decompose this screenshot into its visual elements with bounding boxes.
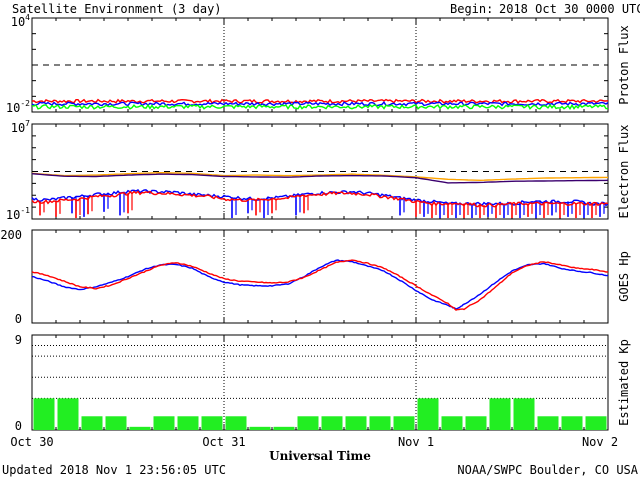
x-tick-label: Oct 30 <box>10 435 53 449</box>
kp-bar <box>57 398 79 430</box>
estimated-kp-panel: Estimated Kp 0 9 <box>15 333 631 433</box>
x-axis-label: Universal Time <box>269 449 371 463</box>
kp-bar <box>33 398 55 430</box>
y-tick-label: 0 <box>15 312 22 326</box>
kp-bar <box>249 426 271 430</box>
y-axis-label: GOES Hp <box>617 251 631 302</box>
series-line <box>31 103 608 110</box>
x-tick-label: Oct 31 <box>202 435 245 449</box>
series-line <box>31 259 609 311</box>
kp-bar <box>321 416 343 430</box>
series-line <box>31 98 609 104</box>
kp-bar <box>537 416 559 430</box>
begin-value: 2018 Oct 30 0000 UTC <box>499 2 640 16</box>
y-axis-label: Electron Flux <box>617 125 631 219</box>
kp-bar <box>177 416 199 430</box>
kp-bar <box>81 416 103 430</box>
kp-bar <box>201 416 223 430</box>
kp-bar <box>273 426 295 430</box>
panel-frame <box>31 229 609 324</box>
electron-flux-panel: Electron Flux 107 10-1 <box>6 119 631 222</box>
series-line <box>31 259 609 310</box>
kp-bar <box>417 398 439 430</box>
kp-bar <box>345 416 367 430</box>
series-line <box>31 172 608 182</box>
kp-bar <box>465 416 487 430</box>
y-tick-label: 10-2 <box>6 99 30 115</box>
kp-bar <box>153 416 175 430</box>
y-tick-label: 9 <box>15 333 22 347</box>
y-tick-label: 107 <box>11 119 30 135</box>
updated-timestamp: Updated 2018 Nov 1 23:56:05 UTC <box>2 463 226 477</box>
kp-bar <box>585 416 607 430</box>
proton-flux-panel: Proton Flux 104 10-2 <box>6 13 631 115</box>
series-line <box>31 173 609 184</box>
x-tick-label: Nov 1 <box>398 435 434 449</box>
x-tick-label: Nov 2 <box>582 435 618 449</box>
kp-bar <box>225 416 247 430</box>
kp-bar <box>129 426 151 430</box>
y-tick-label: 10-1 <box>6 206 30 222</box>
kp-bar <box>297 416 319 430</box>
kp-bar <box>513 398 535 430</box>
kp-bar <box>441 416 463 430</box>
kp-bar <box>105 416 127 430</box>
kp-bar <box>393 416 415 430</box>
begin-label: Begin: <box>450 2 493 16</box>
kp-bar <box>369 416 391 430</box>
y-tick-label: 104 <box>11 13 30 29</box>
y-axis-label: Estimated Kp <box>617 339 631 426</box>
goes-hp-panel: GOES Hp 0 200 <box>0 228 631 326</box>
y-tick-label: 0 <box>15 419 22 433</box>
y-tick-label: 200 <box>0 228 22 242</box>
kp-bar <box>489 398 511 430</box>
y-axis-label: Proton Flux <box>617 25 631 104</box>
kp-bar <box>561 416 583 430</box>
credit-text: NOAA/SWPC Boulder, CO USA <box>457 463 638 477</box>
chart-title: Satellite Environment (3 day) <box>12 2 222 16</box>
